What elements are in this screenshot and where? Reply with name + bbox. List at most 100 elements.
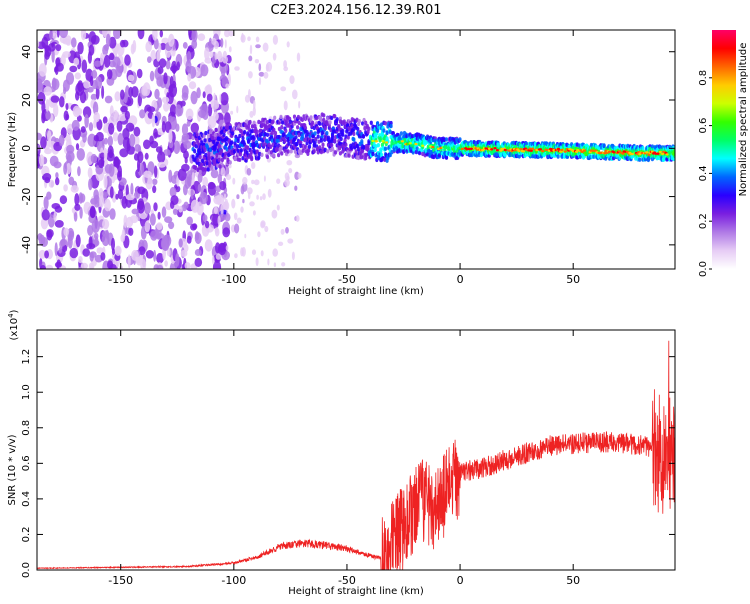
heatmap-ridge-cell <box>356 126 360 132</box>
snr-y-tick-label: 0.2 <box>21 526 32 542</box>
heatmap-blob <box>63 162 68 175</box>
heatmap-blob <box>255 44 261 49</box>
heatmap-blob <box>45 264 53 269</box>
heatmap-ridge-cell <box>376 143 380 148</box>
heatmap-blob <box>114 158 121 166</box>
heatmap-blob <box>118 113 127 122</box>
heatmap-blob <box>214 227 219 234</box>
heatmap-blob <box>73 57 80 66</box>
heatmap-ridge-cell <box>355 117 359 123</box>
heatmap-ridge-cell <box>218 164 222 169</box>
heatmap-ridge-cell <box>432 154 436 160</box>
heatmap-ridge-cell <box>322 117 326 123</box>
heatmap-blob <box>176 61 180 71</box>
heatmap-blob <box>194 257 203 267</box>
heatmap-core-cell <box>519 148 523 151</box>
heatmap-blob <box>153 202 158 212</box>
heatmap-ridge-cell <box>380 152 384 158</box>
heatmap-ridge-cell <box>197 135 201 141</box>
heatmap-blob <box>211 255 215 265</box>
heatmap-blob <box>55 172 59 179</box>
heatmap-core-cell <box>529 149 533 152</box>
heatmap-blob <box>186 216 193 226</box>
heatmap-ridge-cell <box>212 150 217 155</box>
heatmap-ridge-cell <box>307 144 312 149</box>
heatmap-blob <box>157 211 161 220</box>
heatmap-blob <box>102 116 108 124</box>
heatmap-blob <box>161 96 170 104</box>
heatmap-ridge-cell <box>207 156 211 161</box>
heatmap-ridge-cell <box>312 149 316 154</box>
heatmap-blob <box>204 220 210 229</box>
heatmap-core-cell <box>517 149 521 153</box>
heatmap-blob <box>169 261 178 269</box>
heatmap-ridge-cell <box>281 120 285 125</box>
heatmap-ridge-cell <box>342 119 346 124</box>
heatmap-y-tick-label: 40 <box>20 45 33 59</box>
heatmap-core-cell <box>381 140 385 143</box>
snr-x-tick-label: -50 <box>338 574 356 587</box>
heatmap-core-cell <box>408 142 412 145</box>
heatmap-blob <box>82 133 87 143</box>
heatmap-blob <box>220 92 229 106</box>
heatmap-ridge-cell <box>323 126 327 131</box>
heatmap-ridge-cell <box>406 145 410 150</box>
heatmap-blob <box>104 198 111 212</box>
heatmap-ridge-cell <box>294 135 298 140</box>
heatmap-blob <box>244 233 247 239</box>
heatmap-blob <box>258 71 265 77</box>
heatmap-ridge-cell <box>307 148 311 153</box>
heatmap-blob <box>134 144 141 152</box>
heatmap-blob <box>191 30 198 43</box>
heatmap-frame <box>36 29 676 270</box>
heatmap-blob <box>127 74 135 82</box>
heatmap-blob <box>43 196 49 210</box>
heatmap-blob <box>219 93 222 104</box>
heatmap-ridge-cell <box>512 140 516 146</box>
heatmap-ridge-cell <box>638 157 642 162</box>
heatmap-blob <box>224 30 230 38</box>
heatmap-core-cell <box>469 147 473 150</box>
heatmap-blob <box>289 75 295 84</box>
heatmap-core-cell <box>447 148 451 151</box>
heatmap-blob <box>273 262 277 268</box>
heatmap-ridge-cell <box>344 134 348 139</box>
heatmap-ridge-cell <box>248 119 252 125</box>
heatmap-blob <box>55 44 62 52</box>
heatmap-ridge-cell <box>369 120 373 126</box>
heatmap-blob <box>139 109 146 119</box>
heatmap-blob <box>101 85 105 99</box>
heatmap-blob <box>127 254 131 269</box>
heatmap-blob <box>62 51 71 58</box>
heatmap-blob <box>196 87 201 99</box>
heatmap-ridge-cell <box>341 128 345 134</box>
heatmap-blob <box>296 52 301 62</box>
snr-y-tick-label: 1.2 <box>21 349 32 365</box>
heatmap-blob <box>47 214 55 228</box>
heatmap-blob <box>230 110 234 115</box>
heatmap-ridge-cell <box>237 124 241 129</box>
heatmap-blob <box>144 152 149 160</box>
heatmap-blob <box>90 93 98 101</box>
heatmap-blob <box>103 148 108 161</box>
heatmap-blob <box>220 38 224 48</box>
heatmap-ridge-cell <box>344 142 348 147</box>
heatmap-blob <box>58 134 65 147</box>
heatmap-ridge-cell <box>295 142 299 147</box>
heatmap-blob <box>131 86 139 98</box>
heatmap-blob <box>154 165 158 178</box>
heatmap-ridge-cell <box>319 149 323 155</box>
heatmap-blob <box>178 205 183 213</box>
heatmap-core-cell <box>618 150 622 153</box>
heatmap-blob <box>107 135 114 147</box>
heatmap-ridge-cell <box>363 126 367 131</box>
heatmap-blob <box>87 225 94 236</box>
heatmap-ridge-cell <box>352 131 356 136</box>
heatmap-ridge-cell <box>556 154 560 159</box>
heatmap-ridge-cell <box>379 149 383 154</box>
heatmap-blob <box>260 221 266 229</box>
heatmap-blob <box>251 249 257 255</box>
heatmap-ridge-cell <box>224 141 228 147</box>
heatmap-blob <box>75 234 81 248</box>
heatmap-blob <box>133 135 140 147</box>
